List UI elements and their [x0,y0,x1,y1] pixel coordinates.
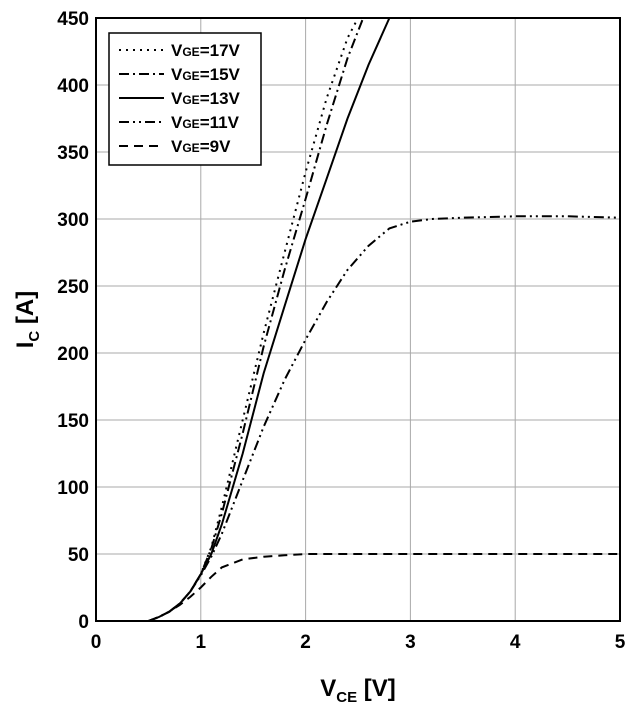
y-tick-label: 50 [68,545,89,566]
y-tick-label: 150 [57,411,89,432]
legend-label-4: VGE=11V [171,113,240,132]
curves [148,17,621,622]
legend: VGE=17V VGE=15V VGE=13V VGE=11V VGE=9V [108,32,262,166]
plot-frame [95,17,621,622]
x-tick-label: 1 [196,632,207,653]
legend-label-3: VGE=13V [171,89,241,108]
y-tick-label: 350 [57,143,89,164]
y-tick-label: 400 [57,76,89,97]
series-line-4 [148,215,621,622]
y-tick-label: 200 [57,344,89,365]
legend-label-2: VGE=15V [171,65,241,84]
series-line-1 [148,17,359,622]
y-axis-label: IC [A] [12,291,43,349]
y-tick-label: 450 [57,9,89,30]
x-axis-label: VCE [V] [320,675,396,706]
legend-label-5: VGE=9V [171,137,231,156]
series-line-5 [148,553,620,622]
legend-label-1: VGE=17V [171,41,241,60]
y-tick-label: 0 [78,612,89,633]
x-tick-label: 4 [510,632,521,653]
x-tick-label: 3 [405,632,416,653]
x-tick-label: 0 [91,632,102,653]
y-tick-label: 100 [57,478,89,499]
y-tick-label: 300 [57,210,89,231]
x-tick-label: 2 [300,632,311,653]
x-tick-label: 5 [615,632,626,653]
y-tick-label: 250 [57,277,89,298]
